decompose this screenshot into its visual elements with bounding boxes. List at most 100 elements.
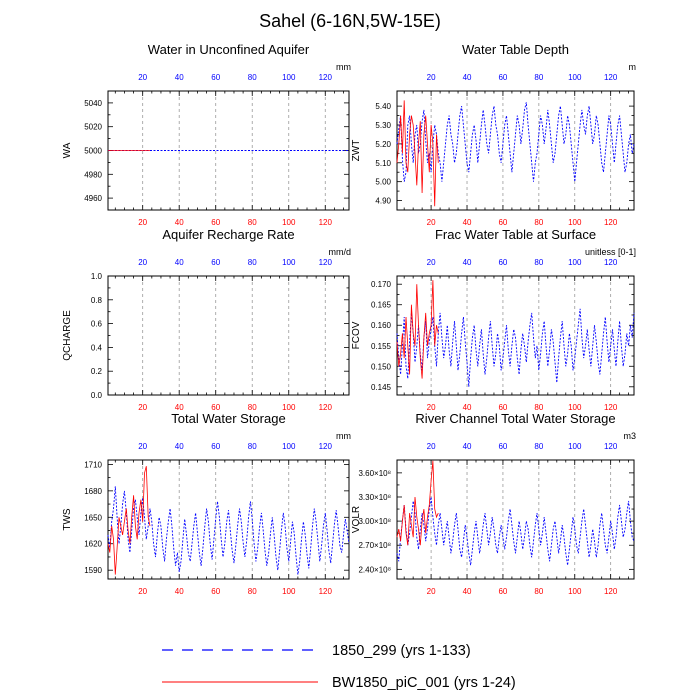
x-tick-label-bottom: 40 [175, 587, 184, 596]
x-tick-label-top: 80 [248, 258, 257, 267]
y-tick-label: 4.90 [375, 197, 391, 206]
x-tick-label-top: 100 [282, 442, 296, 451]
series-line-1850-299 [396, 102, 635, 182]
chart-panel-qcharge: Aquifer Recharge Rate mm/d QCHARGE 20 20 40 40… [62, 227, 351, 412]
x-tick-label-bottom: 100 [282, 403, 296, 412]
y-tick-label: 0.160 [371, 321, 392, 330]
series-line-bw1850 [396, 460, 439, 546]
y-tick-label: 1710 [84, 460, 102, 469]
x-tick-label-bottom: 120 [319, 587, 333, 596]
x-tick-label-top: 60 [211, 73, 220, 82]
y-tick-label: 1680 [84, 487, 102, 496]
x-tick-label-top: 80 [248, 73, 257, 82]
legend-label-bw1850: BW1850_piC_001 (yrs 1-24) [332, 675, 516, 691]
x-tick-label-top: 60 [498, 258, 507, 267]
x-tick-label-bottom: 100 [568, 403, 582, 412]
y-tick-label: 1620 [84, 540, 102, 549]
x-tick-label-top: 40 [175, 442, 184, 451]
plot-frame [107, 275, 350, 396]
series-line-1850-299 [396, 496, 635, 566]
x-tick-label-bottom: 20 [427, 587, 436, 596]
x-tick-label-bottom: 60 [498, 218, 507, 227]
series-line-1850-299 [107, 486, 350, 575]
y-tick-label: 1590 [84, 566, 102, 575]
x-tick-label-top: 80 [534, 258, 543, 267]
y-tick-label: 5.10 [375, 159, 391, 168]
y-axis-label: FCOV [351, 321, 362, 349]
x-tick-label-top: 120 [604, 73, 618, 82]
x-tick-label-top: 20 [427, 258, 436, 267]
x-tick-label-bottom: 80 [534, 403, 543, 412]
x-tick-label-top: 120 [319, 73, 333, 82]
x-tick-label-bottom: 80 [248, 587, 257, 596]
x-tick-label-bottom: 120 [319, 403, 333, 412]
panel-units: mm [336, 62, 351, 72]
y-tick-label: 0.4 [91, 343, 103, 352]
x-tick-label-top: 60 [211, 258, 220, 267]
x-tick-label-top: 60 [498, 442, 507, 451]
chart-panel-volr: River Channel Total Water Storage m3 VOLR 2… [351, 411, 636, 596]
x-tick-label-bottom: 20 [427, 403, 436, 412]
x-tick-label-bottom: 120 [319, 218, 333, 227]
plot-frame [396, 459, 635, 580]
y-tick-label: 2.70×10⁸ [358, 541, 391, 550]
chart-panel-zwt: Water Table Depth m ZWT 20 20 40 40 60 60 80 80 100… [351, 42, 636, 227]
x-tick-label-bottom: 100 [568, 218, 582, 227]
x-tick-label-top: 20 [138, 258, 147, 267]
y-axis-label: TWS [62, 508, 73, 531]
y-tick-label: 3.30×10⁸ [358, 493, 391, 502]
y-tick-label: 0.145 [371, 383, 392, 392]
x-tick-label-top: 100 [568, 73, 582, 82]
panel-title: Frac Water Table at Surface [435, 227, 596, 242]
y-tick-label: 0.165 [371, 301, 392, 310]
panel-units: mm/d [329, 247, 352, 257]
x-tick-label-top: 40 [463, 258, 472, 267]
chart-panel-wa: Water in Unconfined Aquifer mm WA 20 20 40 40 6… [62, 42, 351, 227]
x-tick-label-bottom: 20 [138, 218, 147, 227]
y-tick-label: 1650 [84, 513, 102, 522]
y-tick-label: 5000 [84, 147, 102, 156]
x-tick-label-bottom: 60 [211, 218, 220, 227]
x-tick-label-bottom: 80 [248, 218, 257, 227]
plot-frame [396, 90, 635, 211]
series-line-bw1850 [107, 466, 151, 575]
x-tick-label-bottom: 80 [534, 587, 543, 596]
plot-frame [107, 459, 350, 580]
x-tick-label-bottom: 120 [604, 218, 618, 227]
x-tick-label-bottom: 100 [568, 587, 582, 596]
x-tick-label-top: 20 [427, 73, 436, 82]
x-tick-label-top: 100 [282, 73, 296, 82]
x-tick-label-bottom: 40 [175, 218, 184, 227]
x-tick-label-top: 80 [248, 442, 257, 451]
x-tick-label-top: 20 [138, 73, 147, 82]
y-tick-label: 0.155 [371, 342, 392, 351]
y-tick-label: 0.8 [91, 296, 103, 305]
series-line-bw1850 [396, 100, 439, 207]
x-tick-label-bottom: 60 [211, 403, 220, 412]
x-tick-label-bottom: 20 [138, 403, 147, 412]
y-axis-label: ZWT [351, 140, 362, 162]
x-tick-label-top: 80 [534, 442, 543, 451]
x-tick-label-top: 20 [138, 442, 147, 451]
y-tick-label: 5.20 [375, 140, 391, 149]
figure-title: Sahel (6-16N,5W-15E) [259, 11, 441, 31]
x-tick-label-top: 100 [282, 258, 296, 267]
x-tick-label-top: 40 [175, 258, 184, 267]
x-tick-label-bottom: 80 [248, 403, 257, 412]
x-tick-label-bottom: 20 [427, 218, 436, 227]
y-tick-label: 3.60×10⁸ [358, 469, 391, 478]
y-tick-label: 0.2 [91, 367, 103, 376]
y-tick-label: 4980 [84, 170, 102, 179]
x-tick-label-top: 60 [498, 73, 507, 82]
x-tick-label-top: 100 [568, 442, 582, 451]
x-tick-label-bottom: 40 [463, 218, 472, 227]
x-tick-label-top: 120 [319, 258, 333, 267]
y-tick-label: 0.150 [371, 362, 392, 371]
x-tick-label-bottom: 60 [211, 587, 220, 596]
panel-title: Water in Unconfined Aquifer [148, 42, 310, 57]
panel-title: Total Water Storage [171, 411, 285, 426]
x-tick-label-top: 60 [211, 442, 220, 451]
panel-units: mm [336, 431, 351, 441]
x-tick-label-bottom: 120 [604, 403, 618, 412]
